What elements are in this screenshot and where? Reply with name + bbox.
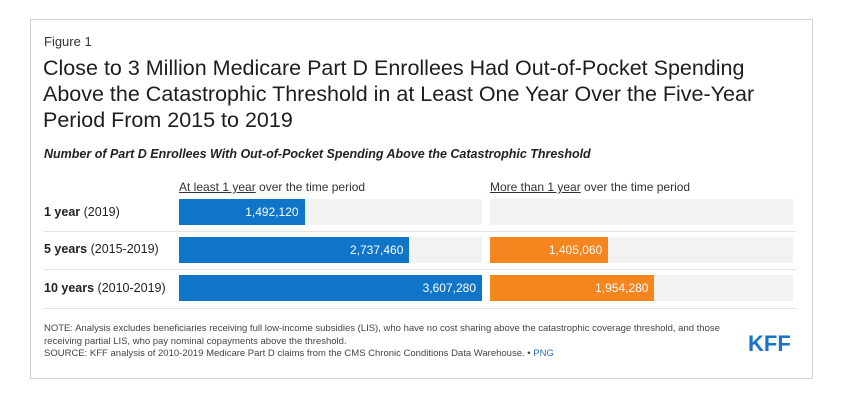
chart-title: Close to 3 Million Medicare Part D Enrol… (43, 56, 755, 132)
row-label-1-rest: (2019) (80, 205, 120, 219)
figure-label: Figure 1 (44, 34, 92, 49)
footnote: NOTE: Analysis excludes beneficiaries re… (44, 323, 744, 361)
bar-right-2 (490, 237, 609, 263)
column-header-left: At least 1 year over the time period (179, 180, 365, 194)
row-label-3-rest: (2010-2019) (94, 281, 166, 295)
row-separator-3 (44, 308, 796, 309)
bar-label-right-3: 1,954,280 (595, 281, 649, 295)
bar-left-2 (179, 237, 410, 263)
bar-label-right-2: 1,405,060 (548, 243, 603, 257)
row-label-1-bold: 1 year (44, 205, 81, 219)
column-header-right: More than 1 year over the time period (490, 180, 690, 194)
bar-right-3 (490, 275, 655, 301)
row-separator-2 (44, 269, 796, 270)
row-label-1: 1 year (2019) (44, 205, 120, 219)
source-text: SOURCE: KFF analysis of 2010-2019 Medica… (44, 348, 744, 361)
bar-label-left-3: 3,607,280 (422, 281, 476, 295)
bar-left-1 (179, 199, 305, 225)
row-label-3: 10 years (2010-2019) (44, 281, 166, 295)
bar-left-3 (179, 275, 482, 301)
png-link[interactable]: PNG (533, 348, 554, 359)
row-label-2-bold: 5 years (44, 242, 88, 256)
row-label-3-bold: 10 years (44, 281, 95, 295)
column-header-right-rest: over the time period (580, 180, 691, 194)
note-text: NOTE: Analysis excludes beneficiaries re… (44, 323, 720, 347)
row-label-2-rest: (2015-2019) (87, 242, 159, 256)
column-header-right-underlined: More than 1 year (490, 180, 581, 194)
row-label-2: 5 years (2015-2019) (44, 242, 159, 256)
bar-label-left-2: 2,737,460 (350, 243, 404, 257)
track-right-1 (490, 199, 793, 225)
chart-subtitle: Number of Part D Enrollees With Out-of-P… (44, 147, 591, 161)
kff-logo: KFF (748, 331, 791, 356)
column-header-left-rest: over the time period (255, 180, 366, 194)
bar-label-left-1: 1,492,120 (245, 205, 299, 219)
row-separator-1 (44, 231, 796, 232)
source-body: SOURCE: KFF analysis of 2010-2019 Medica… (44, 348, 531, 359)
column-header-left-underlined: At least 1 year (179, 180, 256, 194)
